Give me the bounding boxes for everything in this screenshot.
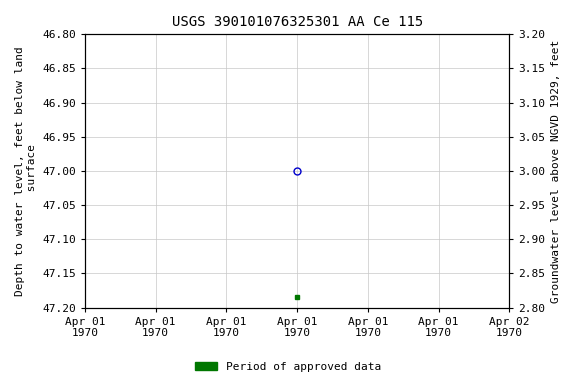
- Y-axis label: Depth to water level, feet below land
 surface: Depth to water level, feet below land su…: [15, 46, 37, 296]
- Y-axis label: Groundwater level above NGVD 1929, feet: Groundwater level above NGVD 1929, feet: [551, 40, 561, 303]
- Title: USGS 390101076325301 AA Ce 115: USGS 390101076325301 AA Ce 115: [172, 15, 423, 29]
- Legend: Period of approved data: Period of approved data: [191, 358, 385, 377]
